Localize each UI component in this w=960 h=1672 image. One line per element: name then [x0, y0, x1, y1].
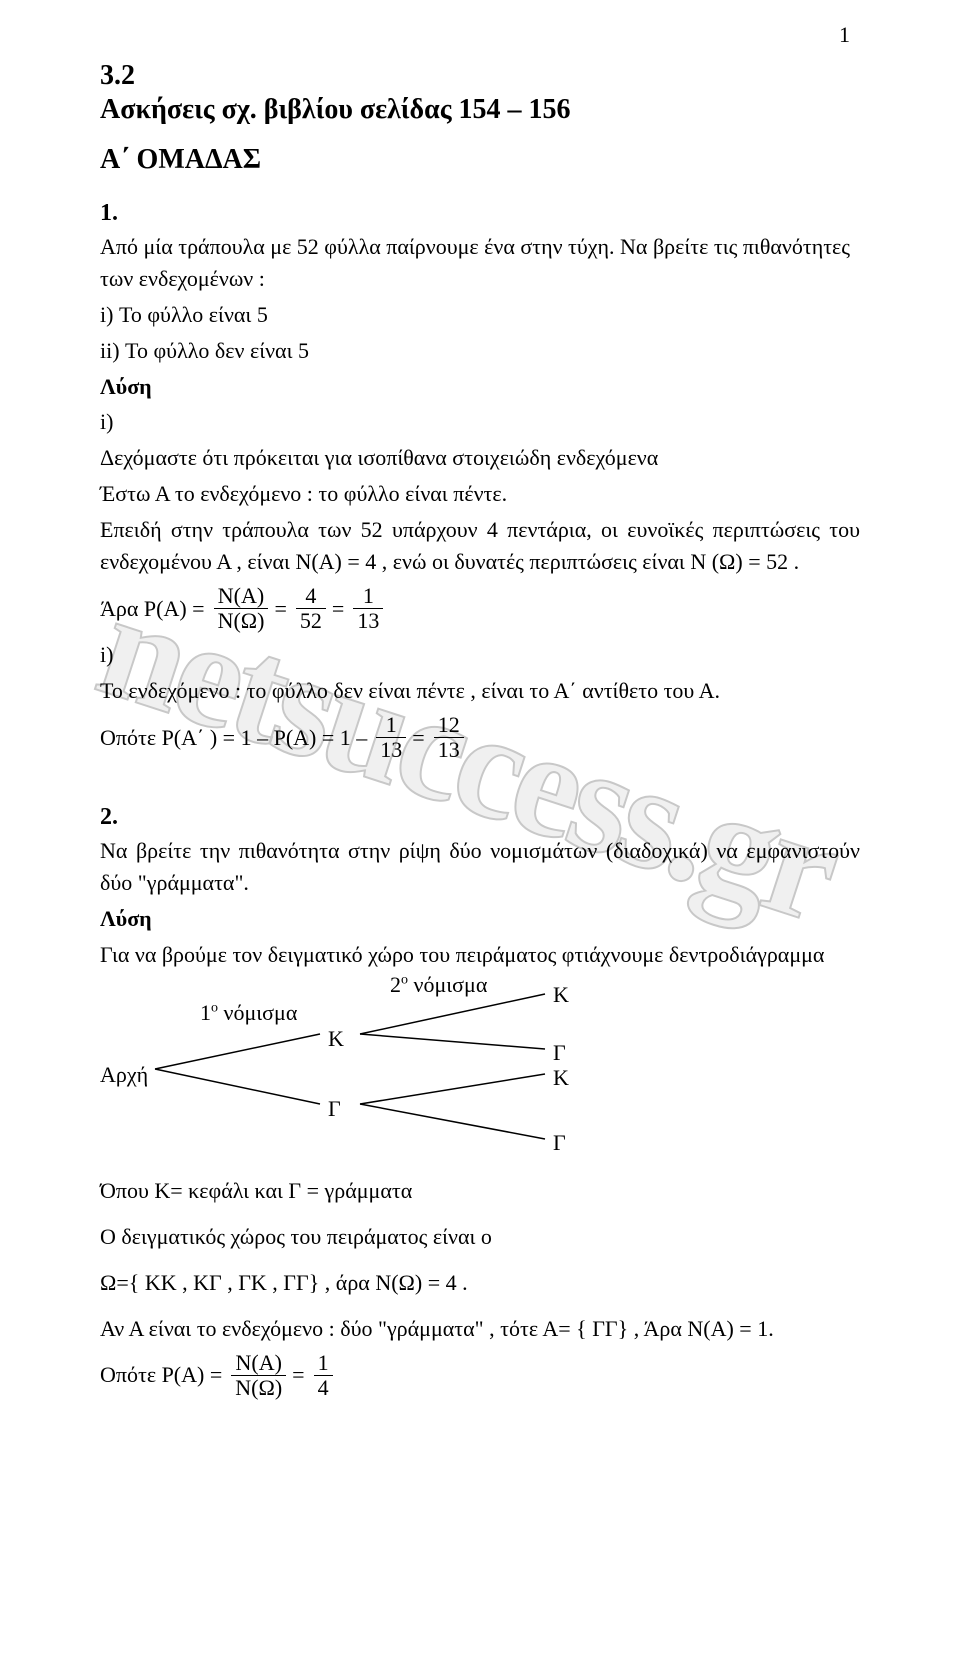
q2-space-line: Ο δειγματικός χώρος του πειράματος είναι…	[100, 1221, 860, 1253]
q2-omega-line: Ω={ ΚΚ , ΚΓ , ΓΚ , ΓΓ} , άρα Ν(Ω) = 4 .	[100, 1267, 860, 1299]
q1-equation-2: Οπότε Ρ(Α΄ ) = 1 – Ρ(Α) = 1 – 1 13 = 12 …	[100, 713, 860, 762]
frac-den: 52	[296, 609, 326, 633]
fraction: 4 52	[296, 584, 326, 633]
frac-num: 4	[296, 584, 326, 609]
sup-o: ο	[211, 1001, 218, 1016]
tree-k1: Κ	[328, 1023, 344, 1055]
coin1-num: 1	[200, 1000, 211, 1025]
q1-sub-i2: i)	[100, 639, 860, 671]
frac-num: 12	[434, 713, 464, 738]
group-label: Α΄ ΟΜΑΔΑΣ	[100, 144, 860, 176]
frac-num: Ν(Α)	[214, 584, 269, 609]
tree-coin2: 2ο νόμισμα	[390, 969, 487, 1001]
q2-event-line: Αν Α είναι το ενδεχόμενο : δύο "γράμματα…	[100, 1313, 860, 1345]
coin2-num: 2	[390, 972, 401, 997]
section-number: 3.2	[100, 60, 860, 92]
q1-equation-1: Άρα Ρ(Α) = Ν(Α) Ν(Ω) = 4 52 = 1 13	[100, 584, 860, 633]
q1-para4: Το ενδεχόμενο : το φύλλο δεν είναι πέντε…	[100, 675, 860, 707]
q1-sub-i: i)	[100, 406, 860, 438]
equals: =	[292, 1359, 304, 1391]
tree-archi: Αρχή	[100, 1059, 148, 1091]
fraction: Ν(Α) Ν(Ω)	[214, 584, 269, 633]
equals: =	[332, 593, 344, 625]
frac-den: 4	[314, 1376, 333, 1400]
tree-g1: Γ	[328, 1093, 341, 1125]
q2-para1: Για να βρούμε τον δειγματικό χώρο του πε…	[100, 939, 860, 971]
frac-den: 13	[376, 738, 406, 762]
q1-para2: Έστω Α το ενδεχόμενο : το φύλλο είναι πέ…	[100, 478, 860, 510]
tree-k2: Κ	[553, 979, 569, 1011]
frac-den: Ν(Ω)	[214, 609, 269, 633]
tree-k3: Κ	[553, 1062, 569, 1094]
coin1-suffix: νόμισμα	[218, 1000, 297, 1025]
q1-opote: Οπότε Ρ(Α΄ ) = 1 – Ρ(Α) = 1 –	[100, 722, 367, 754]
fraction: 12 13	[434, 713, 464, 762]
tree-coin1: 1ο νόμισμα	[200, 997, 297, 1029]
q1-prompt: Από μία τράπουλα με 52 φύλλα παίρνουμε έ…	[100, 231, 860, 295]
q1-item-ii: ii) Το φύλλο δεν είναι 5	[100, 335, 860, 367]
tree-g3: Γ	[553, 1127, 566, 1159]
fraction: 1 13	[376, 713, 406, 762]
q2-number: 2.	[100, 804, 860, 831]
tree-diagram: Αρχή 1ο νόμισμα 2ο νόμισμα Κ Γ Κ Γ Κ Γ	[100, 979, 860, 1159]
q1-para1: Δεχόμαστε ότι πρόκειται για ισοπίθανα στ…	[100, 442, 860, 474]
section-title: Ασκήσεις σχ. βιβλίου σελίδας 154 – 156	[100, 94, 860, 126]
q1-lysi: Λύση	[100, 371, 860, 403]
frac-num: 1	[314, 1351, 333, 1376]
sup-o: ο	[401, 973, 408, 988]
frac-den: 13	[353, 609, 383, 633]
q2-lysi: Λύση	[100, 903, 860, 935]
q2-where: Όπου Κ= κεφάλι και Γ = γράμματα	[100, 1175, 860, 1207]
q1-para3: Επειδή στην τράπουλα των 52 υπάρχουν 4 π…	[100, 514, 860, 578]
q1-number: 1.	[100, 200, 860, 227]
q1-item-i: i) Το φύλλο είναι 5	[100, 299, 860, 331]
frac-num: 1	[353, 584, 383, 609]
frac-num: Ν(Α)	[231, 1351, 286, 1376]
coin2-suffix: νόμισμα	[408, 972, 487, 997]
frac-den: Ν(Ω)	[231, 1376, 286, 1400]
equals: =	[412, 722, 424, 754]
page-number: 1	[839, 22, 850, 48]
frac-den: 13	[434, 738, 464, 762]
fraction: Ν(Α) Ν(Ω)	[231, 1351, 286, 1400]
equals: =	[274, 593, 286, 625]
frac-num: 1	[376, 713, 406, 738]
fraction: 1 4	[314, 1351, 333, 1400]
q2-opote: Οπότε Ρ(Α) =	[100, 1359, 222, 1391]
q2-prompt: Να βρείτε την πιθανότητα στην ρίψη δύο ν…	[100, 835, 860, 899]
fraction: 1 13	[353, 584, 383, 633]
q2-equation: Οπότε Ρ(Α) = Ν(Α) Ν(Ω) = 1 4	[100, 1351, 860, 1400]
q1-ara: Άρα Ρ(Α) =	[100, 593, 205, 625]
